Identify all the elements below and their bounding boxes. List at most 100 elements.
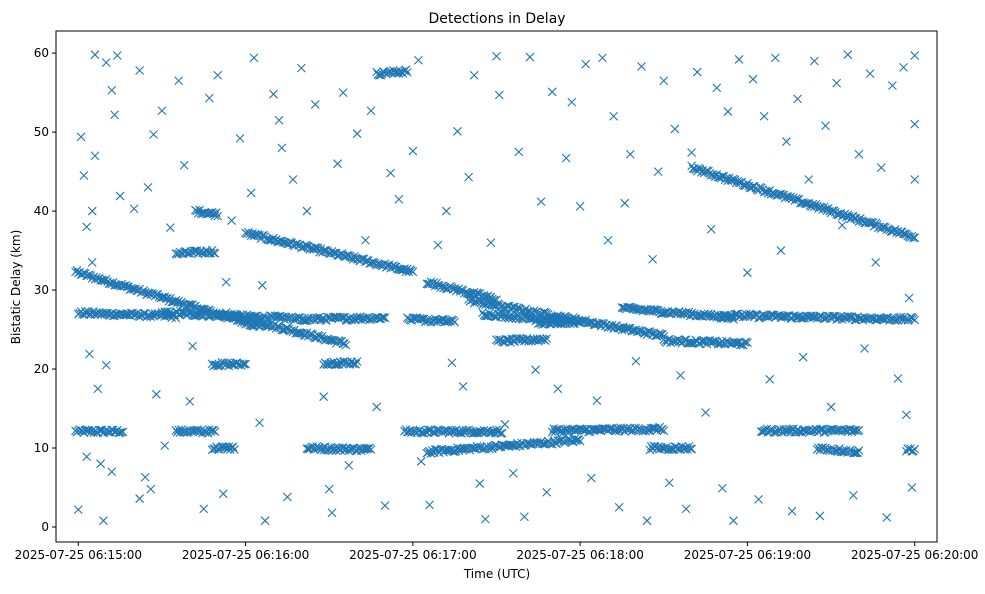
track-point [351, 359, 361, 369]
detection-point [492, 51, 501, 61]
detection-point [213, 70, 223, 80]
detection-point [107, 85, 117, 95]
detection-point [352, 129, 362, 139]
detection-point [899, 62, 908, 72]
track-point [366, 445, 376, 454]
detection-point [90, 151, 100, 161]
track-point [713, 339, 723, 349]
track-point [338, 357, 348, 367]
track-point [363, 444, 373, 453]
track-point [899, 312, 908, 322]
detection-point [135, 66, 145, 75]
track-point [153, 289, 163, 299]
track-point [836, 311, 846, 321]
detection-point [631, 356, 641, 366]
detection-point [729, 516, 738, 526]
detection-point [425, 500, 434, 510]
track-point [734, 178, 744, 187]
track-point [685, 338, 695, 348]
detection-point [99, 516, 108, 526]
detection-point [910, 119, 920, 129]
track-point [740, 337, 750, 347]
detection-point [854, 149, 864, 159]
detection-point [475, 479, 485, 488]
track-point [819, 428, 829, 437]
track-point [241, 316, 250, 326]
y-axis-label: Bistatic Delay (km) [9, 230, 23, 345]
detection-point [581, 59, 591, 69]
track-point [524, 439, 533, 449]
detection-point [366, 106, 376, 116]
track-point [525, 314, 535, 323]
detection-point [260, 516, 270, 526]
detection-point [324, 484, 334, 494]
track-point [910, 315, 920, 325]
track-point [317, 313, 327, 323]
detection-point [575, 201, 585, 211]
track-point [280, 315, 290, 324]
track-point [401, 267, 411, 277]
detection-point [653, 167, 663, 176]
track-point [794, 427, 804, 437]
track-point [482, 299, 492, 309]
detection-point [701, 408, 710, 417]
x-axis-ticks: 2025-07-25 06:15:00 2025-07-25 06:16:00 20… [15, 542, 978, 562]
track-point [507, 314, 517, 323]
x-tick-label: 2025-07-25 06:15:00 [15, 548, 142, 562]
track-point [401, 65, 411, 75]
y-axis-ticks: 0 10 20 30 40 50 60 [34, 46, 56, 534]
x-tick-label: 2025-07-25 06:17:00 [349, 548, 476, 562]
track-point [89, 272, 99, 282]
track-point [814, 443, 823, 453]
detection-point [235, 134, 245, 143]
track-point [408, 267, 418, 277]
detection-point [433, 240, 443, 250]
detection-point [748, 74, 758, 84]
detection-point [302, 206, 312, 216]
x-tick-label: 2025-07-25 06:19:00 [684, 548, 811, 562]
detection-point [447, 358, 457, 368]
detection-point [717, 483, 727, 493]
detection-point [101, 360, 111, 370]
track-point [87, 425, 97, 435]
track-point [766, 310, 776, 320]
track-point [783, 427, 793, 437]
track-point [213, 211, 223, 221]
x-tick-label: 2025-07-25 06:18:00 [516, 548, 643, 562]
detection-point [723, 107, 733, 116]
detection-point [90, 50, 100, 60]
detection-point [904, 293, 914, 303]
track-point [184, 300, 193, 309]
track-point [348, 359, 358, 369]
detection-point [107, 467, 117, 477]
detection-point [519, 512, 529, 522]
track-point [595, 319, 605, 328]
detection-point [414, 55, 423, 65]
detection-point [288, 175, 298, 184]
track-point [564, 316, 574, 326]
detection-point [338, 88, 348, 97]
detection-point [277, 143, 287, 153]
track-point [540, 336, 550, 346]
track-point [533, 336, 543, 346]
track-point [220, 311, 230, 320]
detection-point [204, 93, 214, 103]
detection-point [888, 81, 897, 90]
detection-point [586, 473, 596, 483]
track-point [174, 296, 184, 306]
track-point [730, 310, 740, 319]
detection-point [221, 277, 231, 287]
detection-point [361, 235, 370, 245]
track-point [574, 424, 584, 434]
track-point [368, 257, 377, 267]
track-point [210, 427, 220, 436]
track-point [308, 442, 317, 452]
detection-point [494, 90, 504, 100]
track-point [317, 331, 327, 341]
track-point [204, 208, 214, 218]
detection-point [73, 505, 83, 515]
detection-point [809, 56, 819, 66]
track-point [635, 326, 645, 336]
track-point [730, 338, 740, 348]
detection-point [79, 171, 89, 180]
